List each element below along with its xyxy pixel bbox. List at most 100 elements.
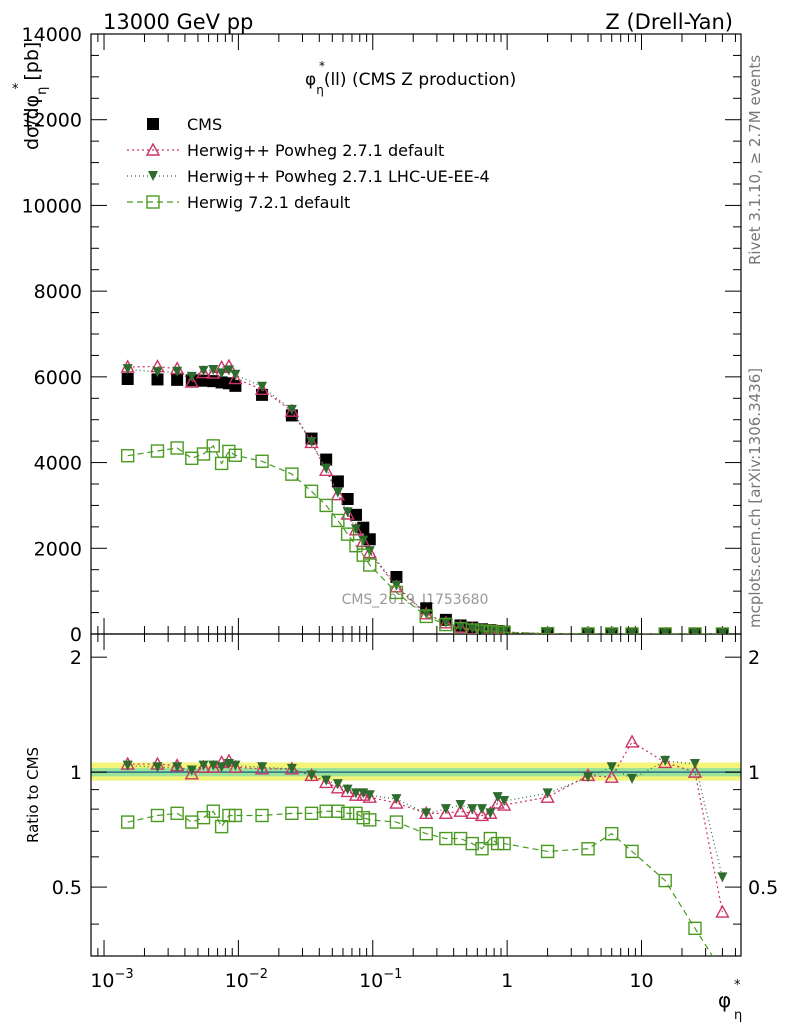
ratio-series-1	[122, 755, 728, 883]
ratio-point	[604, 769, 619, 783]
ratio-series-line	[127, 741, 724, 913]
ratio-point	[332, 779, 343, 790]
ratio-point	[150, 808, 165, 823]
main-point	[151, 373, 164, 386]
ratio-point	[483, 831, 498, 846]
ratio-series-2	[120, 804, 728, 978]
x-tick-label: 10−2	[225, 967, 268, 992]
main-point	[455, 621, 466, 632]
ratio-point	[687, 764, 703, 778]
main-point	[438, 615, 454, 629]
ratio-point	[321, 775, 332, 786]
main-point	[718, 626, 727, 634]
header-process-label: Z (Drell-Yan)	[605, 10, 733, 34]
main-point	[320, 453, 333, 466]
ratio-y-tick-label: 1	[70, 762, 82, 784]
svg-text:φη(ll) (CMS Z production): φη(ll) (CMS Z production)	[305, 70, 516, 97]
legend: CMS Herwig++ Powheg 2.7.1 default Herwig++…	[127, 115, 490, 212]
main-point	[419, 609, 433, 624]
ratio-point	[496, 797, 512, 811]
ratio-point	[198, 760, 209, 771]
x-axis-label: φ η *	[718, 978, 742, 1023]
main-point	[689, 628, 700, 634]
ratio-point	[304, 806, 319, 821]
ratio-point	[364, 790, 375, 801]
main-point	[497, 625, 511, 634]
main-point	[627, 628, 638, 634]
x-tick-label: 1	[501, 970, 513, 992]
ratio-point	[255, 808, 269, 823]
main-point	[223, 365, 234, 376]
ratio-point	[438, 805, 454, 820]
title-rest: (ll) (CMS Z production)	[324, 70, 516, 90]
main-point	[453, 619, 468, 633]
legend-label: Herwig 7.2.1 default	[187, 193, 350, 212]
ratio-point	[389, 795, 404, 809]
ratio-point	[542, 788, 553, 799]
main-point	[349, 539, 363, 553]
ratio-point	[216, 762, 227, 773]
main-point	[319, 498, 333, 513]
main-point	[285, 467, 299, 481]
main-point	[330, 487, 346, 501]
ratio-point	[474, 808, 490, 822]
ylabel-a: dσ/dφ	[21, 95, 43, 150]
ratio-point	[624, 734, 640, 748]
ratio-point	[625, 844, 639, 859]
ratio-point	[228, 759, 243, 773]
ylabel-sup: *	[12, 82, 19, 97]
y-tick-label: 6000	[34, 367, 82, 389]
ratio-point	[363, 813, 377, 827]
ratio-point	[330, 780, 346, 794]
ratio-point	[716, 966, 728, 978]
main-point	[228, 448, 243, 462]
main-point	[717, 628, 728, 634]
main-point	[465, 623, 479, 634]
analysis-watermark: CMS_2019_I1753680	[342, 592, 489, 608]
ratio-point	[419, 826, 433, 841]
main-point	[467, 623, 478, 634]
x-tick-label: 10	[629, 970, 653, 992]
y-tick-label: 10000	[22, 195, 82, 217]
ratio-point	[497, 836, 511, 851]
ratio-point	[196, 759, 211, 773]
ratio-point	[331, 804, 345, 818]
ratio-point	[172, 762, 183, 773]
ratio-y-axis-ticks: 0.5 0.5 1 1 2 2	[52, 647, 778, 925]
legend-marker	[146, 195, 160, 209]
main-point	[483, 624, 498, 634]
title-sub: η	[316, 83, 324, 97]
main-series-line	[127, 444, 723, 634]
main-point	[331, 475, 344, 488]
main-series-3	[120, 439, 730, 634]
ratio-y-tick-label-right: 1	[748, 762, 760, 784]
ratio-point	[342, 784, 353, 795]
ratio-series-line	[127, 810, 714, 956]
ratio-point	[230, 760, 241, 771]
main-point	[605, 627, 619, 634]
ratio-point	[455, 800, 466, 811]
main-y-axis-label: dσ/dφη [pb]	[21, 42, 50, 150]
main-point	[356, 533, 371, 548]
header-energy-label: 13000 GeV pp	[103, 10, 253, 34]
ratio-point	[540, 789, 555, 803]
main-point	[216, 368, 227, 379]
main-point	[255, 454, 269, 468]
main-point	[122, 364, 133, 375]
main-point	[284, 403, 300, 417]
main-point	[583, 628, 594, 634]
ratio-point	[583, 772, 594, 783]
ratio-point	[228, 808, 243, 823]
main-point	[171, 373, 184, 386]
ratio-point	[285, 806, 299, 821]
main-point	[391, 580, 402, 591]
main-point	[228, 371, 243, 385]
main-point	[196, 365, 211, 379]
ratio-point	[152, 762, 163, 773]
ratio-point	[421, 808, 432, 819]
main-point	[286, 404, 297, 415]
ratio-point	[184, 766, 199, 780]
ratio-point	[717, 872, 728, 883]
legend-label: Herwig++ Powheg 2.7.1 LHC-UE-EE-4	[187, 167, 490, 186]
